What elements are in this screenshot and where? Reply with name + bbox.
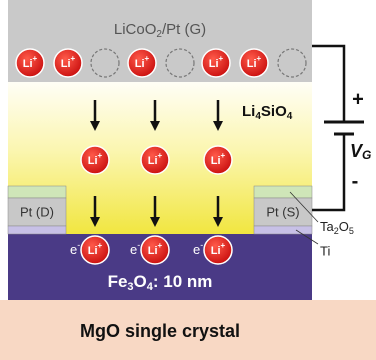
substrate-layer [0, 300, 376, 360]
ion-circle [203, 145, 233, 175]
battery-label: VG [350, 141, 371, 162]
ion-label: Li+ [135, 54, 150, 70]
ion-label: Li+ [209, 54, 224, 70]
ti-right [253, 225, 313, 235]
li-ion: Li+ [239, 48, 269, 78]
electron-base: e [70, 242, 77, 257]
electron-charge: - [137, 240, 140, 250]
wire [312, 44, 346, 122]
ion-label: Li+ [61, 54, 76, 70]
electron-charge: - [77, 240, 80, 250]
ion-circle [127, 48, 157, 78]
li-ion: Li+ [140, 235, 170, 265]
ion-circle [239, 48, 269, 78]
ion-charge: + [221, 151, 226, 160]
gate-label: LiCoO2/Pt (G) [114, 21, 206, 40]
ion-base: Li [211, 245, 221, 257]
leader-line [289, 191, 319, 223]
electron-base: e [130, 242, 137, 257]
ta2o5-right [253, 185, 313, 199]
ion-charge: + [221, 241, 226, 250]
ion-charge: + [257, 54, 262, 63]
ion-charge: + [98, 151, 103, 160]
ion-base: Li [23, 58, 33, 70]
ion-charge: + [158, 151, 163, 160]
li-ion: Li+ [80, 235, 110, 265]
ion-circle [80, 145, 110, 175]
ion-base: Li [148, 245, 158, 257]
ion-label: Li+ [211, 241, 226, 257]
channel-label: Fe3O4: 10 nm [108, 272, 213, 292]
ion-label: Li+ [211, 151, 226, 167]
ti-label: Ti [320, 243, 330, 258]
ion-label: Li+ [88, 151, 103, 167]
electron-base: e [193, 242, 200, 257]
wire [312, 134, 346, 212]
ion-charge: + [145, 54, 150, 63]
ti-left [7, 225, 67, 235]
electron-label: e- [70, 240, 80, 257]
ta2o5-left [7, 185, 67, 199]
ion-circle [53, 48, 83, 78]
substrate-label: MgO single crystal [80, 321, 240, 341]
electrolyte-label: Li4SiO4 [242, 103, 293, 122]
ion-base: Li [61, 58, 71, 70]
ion-vacancy [277, 48, 307, 78]
ion-base: Li [88, 155, 98, 167]
ion-label: Li+ [23, 54, 38, 70]
source-label: Pt (S) [266, 204, 299, 219]
li-ion: Li+ [80, 145, 110, 175]
ion-base: Li [135, 58, 145, 70]
ion-label: Li+ [148, 151, 163, 167]
electron-label: e- [130, 240, 140, 257]
li-ion: Li+ [127, 48, 157, 78]
electron-charge: - [200, 240, 203, 250]
li-ion: Li+ [203, 235, 233, 265]
ion-charge: + [33, 54, 38, 63]
li-ion: Li+ [140, 145, 170, 175]
ion-vacancy [165, 48, 195, 78]
ion-circle [140, 145, 170, 175]
ion-base: Li [88, 245, 98, 257]
ion-circle [15, 48, 45, 78]
ion-charge: + [71, 54, 76, 63]
ion-vacancy [90, 48, 120, 78]
ion-charge: + [158, 241, 163, 250]
battery-plus: + [352, 88, 364, 110]
ion-label: Li+ [148, 241, 163, 257]
ion-circle [203, 235, 233, 265]
ion-label: Li+ [247, 54, 262, 70]
li-ion: Li+ [201, 48, 231, 78]
li-ion: Li+ [53, 48, 83, 78]
arrows [90, 100, 223, 227]
ion-circle [80, 235, 110, 265]
drain-label: Pt (D) [20, 204, 54, 219]
ion-base: Li [209, 58, 219, 70]
leader-line [295, 229, 319, 245]
ion-label: Li+ [88, 241, 103, 257]
ion-charge: + [98, 241, 103, 250]
electron-label: e- [193, 240, 203, 257]
pt-source [253, 197, 313, 227]
li-ion: Li+ [203, 145, 233, 175]
ion-circle [201, 48, 231, 78]
ta2o5-label: Ta2O5 [320, 219, 354, 236]
li-ion: Li+ [15, 48, 45, 78]
ion-base: Li [247, 58, 257, 70]
battery-minus: - [352, 170, 359, 192]
ion-circle [140, 235, 170, 265]
ion-base: Li [211, 155, 221, 167]
ion-charge: + [219, 54, 224, 63]
pt-drain [7, 197, 67, 227]
ion-base: Li [148, 155, 158, 167]
